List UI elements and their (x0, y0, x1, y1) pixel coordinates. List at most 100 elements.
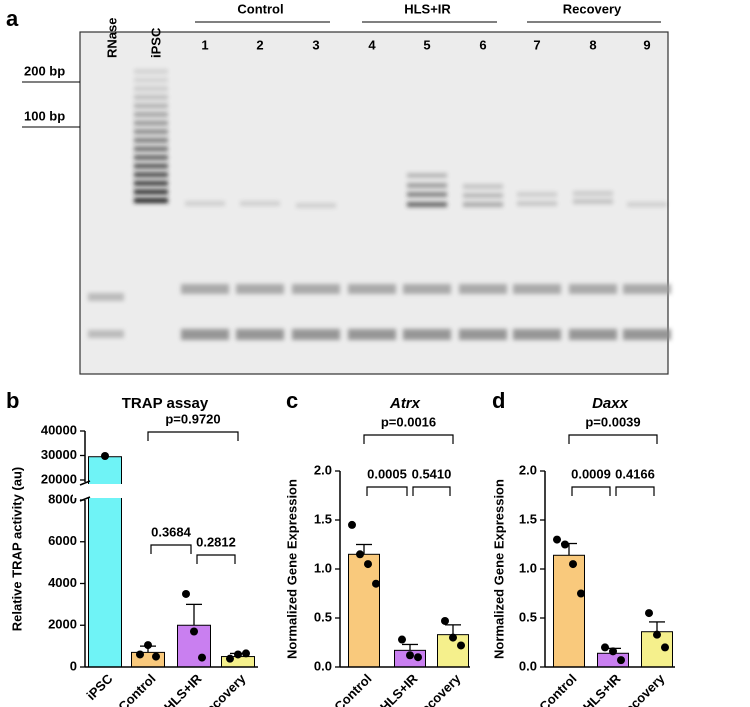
annotation: 0.3684 (151, 524, 192, 539)
band (569, 329, 617, 340)
data-point (348, 520, 356, 529)
y-tick-label: 0.5 (519, 609, 537, 624)
group-label: Control (237, 1, 283, 16)
annotation: 0.2812 (196, 534, 236, 549)
band (573, 199, 613, 204)
bracket (412, 486, 451, 496)
y-tick-label: 2.0 (519, 462, 537, 477)
band (463, 202, 503, 207)
data-point (569, 560, 577, 569)
band (569, 284, 617, 294)
annotation: p=0.0016 (381, 414, 436, 429)
y-tick-label: 0.5 (314, 609, 332, 624)
band (236, 329, 284, 340)
band (134, 120, 168, 126)
band (134, 69, 168, 74)
band (573, 191, 613, 196)
panel-label: a (6, 6, 19, 31)
break-mark (79, 480, 91, 486)
band (134, 86, 168, 92)
chart-title: TRAP assay (122, 395, 209, 412)
group-label: Recovery (563, 1, 622, 16)
panel-label: d (492, 388, 505, 413)
band (513, 329, 561, 340)
lane-number: 6 (479, 37, 486, 52)
x-tick-label: Recovery (197, 670, 250, 707)
band (134, 180, 168, 186)
y-tick-label: 0.0 (519, 658, 537, 673)
lane-number: 8 (589, 37, 596, 52)
lane-number: 7 (533, 37, 540, 52)
bar (553, 554, 585, 668)
y-tick-label: 40000 (41, 422, 77, 437)
band (88, 330, 124, 338)
y-tick-label: 1.0 (314, 560, 332, 575)
band (348, 284, 396, 294)
band (134, 163, 168, 169)
group-label: HLS+IR (404, 1, 451, 16)
data-point (406, 651, 414, 660)
bracket (568, 434, 658, 444)
marker-label: 200 bp (24, 63, 65, 78)
band (134, 137, 168, 143)
annotation: p=0.0039 (585, 414, 640, 429)
band (296, 203, 336, 208)
data-point (577, 589, 585, 598)
lane-label: iPSC (148, 27, 163, 58)
data-point (364, 560, 372, 569)
band (185, 201, 225, 206)
x-tick-label: Control (536, 671, 579, 707)
band (240, 201, 280, 206)
data-point (653, 630, 661, 639)
y-axis-label: Normalized Gene Expression (284, 479, 299, 659)
data-point (645, 609, 653, 618)
marker-label: 100 bp (24, 108, 65, 123)
x-tick-label: iPSC (83, 671, 115, 703)
lane-number: 5 (423, 37, 430, 52)
x-tick-label: HLS+IR (580, 671, 624, 707)
data-point (457, 641, 465, 650)
annotation: p=0.9720 (165, 411, 220, 426)
band (403, 329, 451, 340)
y-tick-label: 1.5 (314, 511, 332, 526)
band (88, 293, 124, 301)
band (134, 103, 168, 109)
data-point (198, 653, 206, 662)
bracket (571, 486, 611, 496)
data-point (553, 535, 561, 544)
lane-label: RNase (104, 18, 119, 58)
gel-image (79, 31, 671, 375)
break-mark (79, 496, 91, 502)
x-tick-label: Recovery (412, 670, 465, 707)
data-point (356, 550, 364, 559)
annotation: 0.5410 (412, 466, 452, 481)
bar (348, 553, 380, 668)
chart-title: Atrx (389, 395, 421, 412)
bracket (147, 431, 239, 441)
y-tick-label: 1.5 (519, 511, 537, 526)
axis-break (73, 484, 260, 498)
band (407, 192, 447, 197)
bracket (363, 434, 454, 444)
x-tick-label: HLS+IR (161, 671, 205, 707)
band (134, 172, 168, 178)
band (407, 183, 447, 188)
band (459, 329, 507, 340)
y-tick-label: 4000 (48, 575, 77, 590)
lane-number: 2 (256, 37, 263, 52)
x-tick-label: HLS+IR (377, 671, 421, 707)
lane-number: 4 (368, 37, 376, 52)
y-axis-label: Relative TRAP activity (au) (9, 467, 24, 631)
annotation: 0.0005 (367, 466, 407, 481)
panel-label: c (286, 388, 298, 413)
annotation: 0.0009 (571, 466, 611, 481)
data-point (152, 652, 160, 661)
lane-number: 3 (312, 37, 319, 52)
band (459, 284, 507, 294)
data-point (561, 540, 569, 549)
data-point (372, 579, 380, 588)
y-tick-label: 8000 (48, 491, 77, 506)
band (134, 112, 168, 117)
data-point (617, 656, 625, 665)
data-point (242, 649, 250, 658)
